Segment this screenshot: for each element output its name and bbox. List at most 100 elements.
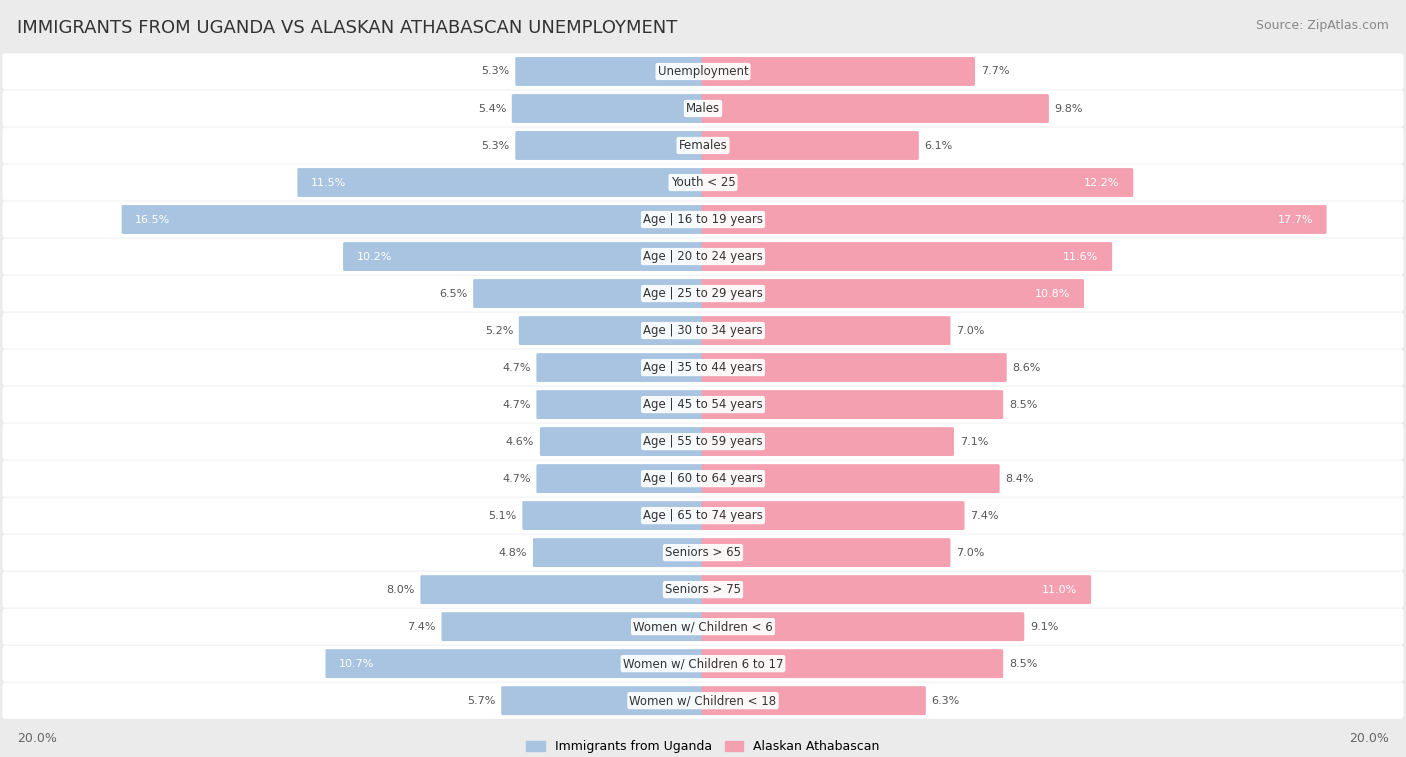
Text: Women w/ Children < 6: Women w/ Children < 6 (633, 620, 773, 633)
FancyBboxPatch shape (3, 646, 1403, 682)
FancyBboxPatch shape (523, 501, 704, 530)
Text: Source: ZipAtlas.com: Source: ZipAtlas.com (1256, 19, 1389, 32)
Text: 20.0%: 20.0% (1350, 731, 1389, 745)
FancyBboxPatch shape (702, 131, 920, 160)
FancyBboxPatch shape (326, 650, 704, 678)
FancyBboxPatch shape (702, 94, 1049, 123)
Text: Age | 55 to 59 years: Age | 55 to 59 years (643, 435, 763, 448)
FancyBboxPatch shape (3, 313, 1403, 349)
Text: Age | 25 to 29 years: Age | 25 to 29 years (643, 287, 763, 300)
FancyBboxPatch shape (702, 501, 965, 530)
FancyBboxPatch shape (122, 205, 704, 234)
FancyBboxPatch shape (702, 538, 950, 567)
Text: 8.5%: 8.5% (1010, 659, 1038, 668)
FancyBboxPatch shape (702, 57, 976, 86)
FancyBboxPatch shape (540, 427, 704, 456)
Text: 6.1%: 6.1% (925, 141, 953, 151)
FancyBboxPatch shape (515, 57, 704, 86)
Text: 9.1%: 9.1% (1029, 621, 1059, 631)
Text: Age | 65 to 74 years: Age | 65 to 74 years (643, 509, 763, 522)
Text: 7.4%: 7.4% (408, 621, 436, 631)
FancyBboxPatch shape (3, 238, 1403, 275)
Text: 4.6%: 4.6% (506, 437, 534, 447)
Text: 10.2%: 10.2% (357, 251, 392, 261)
Text: 11.6%: 11.6% (1063, 251, 1098, 261)
FancyBboxPatch shape (702, 242, 1112, 271)
FancyBboxPatch shape (502, 686, 704, 715)
Text: 7.0%: 7.0% (956, 326, 984, 335)
Legend: Immigrants from Uganda, Alaskan Athabascan: Immigrants from Uganda, Alaskan Athabasc… (522, 735, 884, 757)
FancyBboxPatch shape (343, 242, 704, 271)
Text: Youth < 25: Youth < 25 (671, 176, 735, 189)
FancyBboxPatch shape (3, 350, 1403, 386)
FancyBboxPatch shape (420, 575, 704, 604)
FancyBboxPatch shape (702, 612, 1024, 641)
FancyBboxPatch shape (3, 609, 1403, 645)
FancyBboxPatch shape (3, 276, 1403, 312)
Text: 8.6%: 8.6% (1012, 363, 1040, 372)
Text: 11.5%: 11.5% (311, 178, 346, 188)
Text: 7.7%: 7.7% (981, 67, 1010, 76)
Text: Females: Females (679, 139, 727, 152)
Text: 5.1%: 5.1% (488, 511, 517, 521)
Text: 4.7%: 4.7% (502, 363, 531, 372)
Text: 7.4%: 7.4% (970, 511, 998, 521)
FancyBboxPatch shape (3, 127, 1403, 164)
FancyBboxPatch shape (3, 53, 1403, 89)
Text: 8.0%: 8.0% (387, 584, 415, 594)
Text: Seniors > 65: Seniors > 65 (665, 546, 741, 559)
Text: 6.5%: 6.5% (439, 288, 467, 298)
FancyBboxPatch shape (702, 353, 1007, 382)
Text: 6.3%: 6.3% (932, 696, 960, 706)
FancyBboxPatch shape (702, 575, 1091, 604)
Text: 4.7%: 4.7% (502, 400, 531, 410)
Text: 5.7%: 5.7% (467, 696, 496, 706)
Text: Unemployment: Unemployment (658, 65, 748, 78)
Text: 12.2%: 12.2% (1084, 178, 1119, 188)
FancyBboxPatch shape (702, 205, 1327, 234)
FancyBboxPatch shape (298, 168, 704, 197)
Text: IMMIGRANTS FROM UGANDA VS ALASKAN ATHABASCAN UNEMPLOYMENT: IMMIGRANTS FROM UGANDA VS ALASKAN ATHABA… (17, 19, 678, 37)
FancyBboxPatch shape (3, 164, 1403, 201)
Text: 17.7%: 17.7% (1278, 214, 1313, 225)
Text: 7.1%: 7.1% (960, 437, 988, 447)
Text: Age | 30 to 34 years: Age | 30 to 34 years (643, 324, 763, 337)
FancyBboxPatch shape (3, 534, 1403, 571)
Text: Age | 35 to 44 years: Age | 35 to 44 years (643, 361, 763, 374)
Text: Age | 60 to 64 years: Age | 60 to 64 years (643, 472, 763, 485)
FancyBboxPatch shape (519, 316, 704, 345)
Text: 7.0%: 7.0% (956, 547, 984, 558)
FancyBboxPatch shape (3, 423, 1403, 459)
FancyBboxPatch shape (702, 686, 927, 715)
FancyBboxPatch shape (702, 279, 1084, 308)
Text: 11.0%: 11.0% (1042, 584, 1077, 594)
FancyBboxPatch shape (472, 279, 704, 308)
Text: 16.5%: 16.5% (135, 214, 170, 225)
Text: 4.7%: 4.7% (502, 474, 531, 484)
Text: Age | 16 to 19 years: Age | 16 to 19 years (643, 213, 763, 226)
FancyBboxPatch shape (537, 390, 704, 419)
FancyBboxPatch shape (702, 390, 1004, 419)
FancyBboxPatch shape (702, 464, 1000, 493)
FancyBboxPatch shape (702, 650, 1004, 678)
Text: 10.7%: 10.7% (339, 659, 374, 668)
FancyBboxPatch shape (441, 612, 704, 641)
FancyBboxPatch shape (3, 572, 1403, 608)
FancyBboxPatch shape (3, 90, 1403, 126)
Text: 5.4%: 5.4% (478, 104, 506, 114)
FancyBboxPatch shape (512, 94, 704, 123)
Text: Males: Males (686, 102, 720, 115)
FancyBboxPatch shape (537, 464, 704, 493)
FancyBboxPatch shape (537, 353, 704, 382)
FancyBboxPatch shape (3, 460, 1403, 497)
Text: 5.3%: 5.3% (481, 67, 510, 76)
Text: 10.8%: 10.8% (1035, 288, 1070, 298)
Text: Age | 20 to 24 years: Age | 20 to 24 years (643, 250, 763, 263)
Text: 9.8%: 9.8% (1054, 104, 1083, 114)
Text: Age | 45 to 54 years: Age | 45 to 54 years (643, 398, 763, 411)
FancyBboxPatch shape (702, 427, 953, 456)
Text: 8.5%: 8.5% (1010, 400, 1038, 410)
Text: Seniors > 75: Seniors > 75 (665, 583, 741, 596)
FancyBboxPatch shape (702, 316, 950, 345)
Text: 5.2%: 5.2% (485, 326, 513, 335)
